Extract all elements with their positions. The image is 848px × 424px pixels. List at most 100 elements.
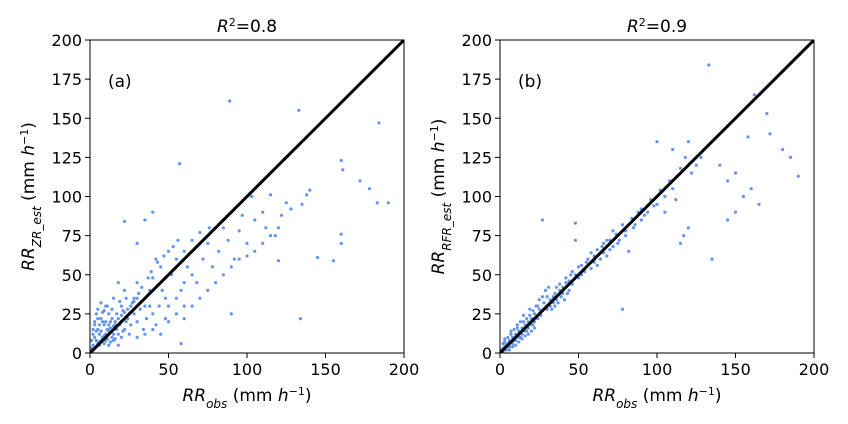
data-point	[611, 245, 615, 249]
y-tick-label: 175	[461, 70, 492, 89]
data-point	[509, 332, 513, 336]
x-tick-label: 50	[158, 360, 178, 379]
data-point	[620, 307, 625, 311]
data-point	[752, 93, 756, 97]
data-point	[229, 312, 233, 316]
data-point	[558, 282, 562, 286]
data-point	[104, 320, 108, 324]
data-point	[553, 291, 557, 296]
data-point	[94, 329, 98, 333]
data-point	[605, 238, 609, 242]
data-point	[154, 257, 158, 261]
data-point	[339, 241, 343, 245]
data-point	[646, 210, 650, 214]
data-point	[339, 232, 343, 236]
data-point	[567, 288, 571, 292]
data-point	[108, 320, 112, 324]
data-point	[375, 201, 379, 205]
data-point	[143, 332, 147, 336]
data-point	[149, 270, 153, 274]
data-point	[221, 273, 225, 277]
data-point	[99, 301, 103, 305]
data-point	[116, 343, 120, 347]
panel-a: 0 50 100 150 200 0 25 50 75 100 125 150 175 200 R2=0.8…	[18, 16, 420, 412]
data-point	[565, 291, 570, 296]
y-tick-label: 50	[472, 266, 492, 285]
data-point	[162, 254, 166, 258]
data-point	[694, 163, 698, 167]
data-point	[542, 301, 546, 305]
data-point	[179, 342, 183, 346]
data-point	[686, 140, 691, 144]
y-tick-label: 200	[461, 31, 492, 50]
data-point	[386, 201, 390, 205]
data-point	[289, 207, 293, 211]
data-point	[602, 241, 606, 245]
data-point	[284, 201, 288, 205]
data-point	[135, 296, 139, 300]
data-point	[633, 223, 637, 227]
chart-title: R2=0.8	[217, 16, 277, 38]
data-point	[221, 226, 225, 230]
data-point	[198, 230, 202, 235]
data-point	[206, 288, 210, 292]
y-tick-label: 125	[51, 148, 82, 167]
data-point	[655, 140, 659, 144]
y-tick-label: 75	[472, 227, 492, 246]
y-tick-label: 100	[51, 188, 82, 207]
data-point	[190, 273, 194, 277]
data-point	[564, 281, 568, 285]
data-point	[174, 312, 178, 316]
panel-label: (a)	[108, 72, 132, 92]
x-tick-label: 150	[310, 360, 341, 379]
data-point	[140, 285, 144, 289]
data-point	[137, 291, 141, 296]
data-point	[237, 229, 241, 233]
data-point	[796, 174, 800, 178]
data-point	[510, 345, 515, 349]
data-point	[526, 332, 530, 336]
data-point	[206, 241, 210, 245]
data-point	[99, 317, 103, 321]
data-point	[576, 265, 581, 269]
data-point	[515, 326, 519, 330]
data-point	[617, 238, 621, 242]
data-point	[540, 218, 545, 222]
data-point	[537, 298, 541, 302]
data-point	[129, 323, 133, 327]
data-point	[250, 194, 254, 199]
data-point	[135, 281, 139, 285]
data-point	[273, 234, 277, 238]
data-point	[232, 257, 236, 261]
y-tick-label: 125	[461, 148, 492, 167]
data-point	[135, 320, 139, 324]
data-point	[245, 254, 249, 258]
x-tick-label: 150	[720, 360, 751, 379]
data-point	[553, 304, 557, 308]
data-point	[749, 187, 753, 191]
y-tick-label: 0	[482, 344, 492, 363]
data-point	[663, 210, 667, 214]
data-point	[589, 266, 593, 271]
data-point	[506, 335, 510, 339]
y-axis-label: RRZR_est (mm h−1)	[18, 122, 45, 271]
data-point	[528, 313, 532, 317]
data-point	[237, 257, 241, 261]
data-point	[276, 259, 280, 263]
y-tick-label: 150	[51, 109, 82, 128]
data-point	[101, 310, 105, 314]
data-point	[240, 213, 244, 217]
data-point	[116, 281, 120, 285]
data-point	[768, 132, 772, 136]
data-point	[166, 249, 171, 253]
data-point	[298, 317, 302, 321]
data-point	[182, 304, 186, 308]
data-point	[529, 329, 534, 333]
data-point	[624, 234, 628, 238]
data-point	[521, 313, 526, 317]
y-tick-label: 25	[472, 305, 492, 324]
data-point	[176, 238, 180, 242]
data-point	[91, 332, 95, 336]
data-point	[126, 307, 130, 311]
data-point	[642, 213, 647, 217]
